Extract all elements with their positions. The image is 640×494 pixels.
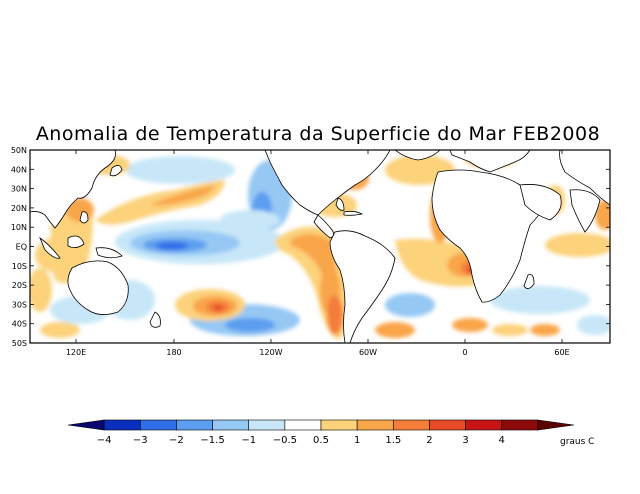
colorbar-segment [429,419,466,431]
colorbar-units: graus C [560,437,594,447]
colorbar-label: −1.5 [200,435,224,446]
continents [30,150,610,343]
lat-label: 40S [12,320,27,329]
cool-region-la-nina-core [156,242,188,250]
lat-label: 40N [11,165,27,174]
warm-region-north-pacific-core [150,185,215,206]
land-new-guinea [95,247,123,259]
lat-label: 20N [11,204,27,213]
lon-label: 180 [166,348,181,357]
colorbar-segment [139,419,177,431]
lon-label: 120W [259,348,282,357]
warm-region-chile [327,295,343,335]
map-area [30,150,610,343]
warm-region-south-atlantic [375,322,415,338]
colorbar-segment [284,419,322,431]
colorbar-label: 2 [426,435,432,446]
colorbar-label: −1 [241,435,256,446]
land-south-america [329,230,396,343]
lat-label: 30N [11,185,27,194]
warm-region-southwest-pacific [40,322,80,338]
colorbar-segment [320,419,358,431]
colorbar-segment [392,419,430,431]
colorbar-label: −2 [169,435,184,446]
colorbar-segment [103,419,141,431]
lat-label: 10N [11,223,27,232]
colorbar-segment [356,419,394,431]
warm-region-south-atlantic-3 [492,324,528,336]
land-florida [335,197,345,211]
lon-label: 60E [554,348,569,357]
colorbar-segment [212,419,250,431]
land-borneo [67,235,85,248]
land-australia [67,260,129,315]
map-title: Anomalia de Temperatura da Superficie do… [36,123,600,145]
warm-region-south-indian-ocean [530,324,560,336]
colorbar-segment [248,419,286,431]
colorbar-label: −3 [133,435,148,446]
colorbar-label: 1.5 [385,435,401,446]
colorbar-segment [176,419,213,431]
cool-region-indian-ocean [490,286,590,314]
land-greenland [394,150,441,161]
warm-region-arabian-sea [545,233,610,257]
warm-region-west-australia [30,268,52,312]
colorbar-label: 0.5 [313,435,329,446]
lat-label: 20S [12,281,27,290]
cool-region-east-pacific-north [220,210,280,230]
land-sumatra [39,236,61,259]
cool-region-south-atlantic [385,293,435,317]
land-madagascar [523,274,535,289]
colorbar-label: −4 [97,435,112,446]
lon-label: 120E [66,348,86,357]
land-europe [449,150,531,173]
colorbar-label: 1 [354,435,360,446]
cool-region-south-indian [577,315,610,335]
colorbar-label: 4 [499,435,505,446]
colorbar-end-high [537,419,575,431]
land-asia-east-edge [559,150,610,206]
land-india [569,189,601,233]
warm-region-south-atlantic-2 [452,318,488,332]
land-cuba [343,210,364,216]
land-asia [30,150,116,229]
colorbar-segment [465,419,503,431]
longitude-axis: 120E 180 120W 60W 0 60E [66,150,570,357]
lat-label: 10S [12,262,27,271]
cool-region-north-pacific [125,156,235,184]
colorbar-label: 3 [462,435,468,446]
latitude-axis: 50N 40N 30N 20N 10N EQ 10S 20S 30S 40S 50S [11,146,610,348]
land-new-zealand [149,311,161,328]
land-japan [109,165,123,177]
land-arabia [519,184,562,221]
colorbar: −4 −3 −2 −1.5 −1 −0.5 0.5 1 1.5 2 3 4 [67,419,575,446]
land-north-america [264,150,391,216]
lon-label: 60W [359,348,377,357]
lon-label: 0 [462,348,467,357]
colorbar-end-low [67,419,105,431]
lat-label: 50N [11,146,27,155]
lat-label: 30S [12,300,27,309]
cool-region-south-pacific-core [225,318,275,332]
lat-label: 50S [12,339,27,348]
warm-region-south-pacific-core [213,305,223,311]
lat-label: EQ [16,243,27,252]
colorbar-label: −0.5 [273,435,297,446]
land-philippines [79,211,89,224]
colorbar-segment [501,419,539,431]
